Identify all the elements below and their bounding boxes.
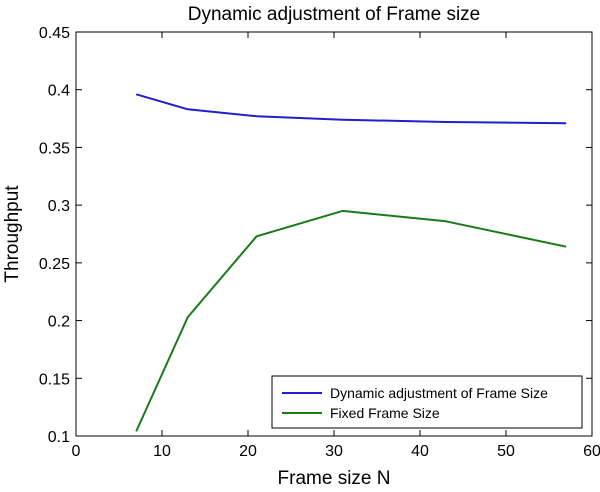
chart-title: Dynamic adjustment of Frame size <box>188 4 481 25</box>
y-tick-label: 0.3 <box>48 198 70 215</box>
legend: Dynamic adjustment of Frame Size Fixed Fr… <box>271 375 583 429</box>
y-tick-label: 0.2 <box>48 314 70 331</box>
y-tick-label: 0.35 <box>39 140 70 157</box>
y-tick-label: 0.1 <box>48 429 70 446</box>
series-line-fixed <box>135 209 567 432</box>
series-line-dynamic <box>135 93 567 125</box>
y-tick-label: 0.15 <box>39 371 70 388</box>
legend-entry: Fixed Frame Size <box>330 405 440 421</box>
y-axis: 0.1 0.15 0.2 0.25 0.3 0.35 0.4 0.45 <box>39 25 592 446</box>
y-tick-label: 0.45 <box>39 25 70 42</box>
y-tick-label: 0.25 <box>39 256 70 273</box>
x-tick-label: 50 <box>497 443 515 460</box>
x-tick-label: 30 <box>325 443 343 460</box>
plot-area-frame <box>75 31 593 437</box>
x-tick-label: 20 <box>239 443 257 460</box>
x-axis: 0 10 20 30 40 50 60 <box>72 32 600 460</box>
x-tick-label: 40 <box>411 443 429 460</box>
x-axis-title: Frame size N <box>278 468 391 489</box>
x-tick-label: 0 <box>72 443 81 460</box>
legend-box <box>271 375 583 429</box>
y-tick-label: 0.4 <box>48 83 70 100</box>
x-tick-label: 10 <box>153 443 171 460</box>
series-layer <box>135 93 567 432</box>
legend-entry: Dynamic adjustment of Frame Size <box>330 385 548 401</box>
x-tick-label: 60 <box>583 443 600 460</box>
y-axis-title: Throughput <box>2 185 23 283</box>
